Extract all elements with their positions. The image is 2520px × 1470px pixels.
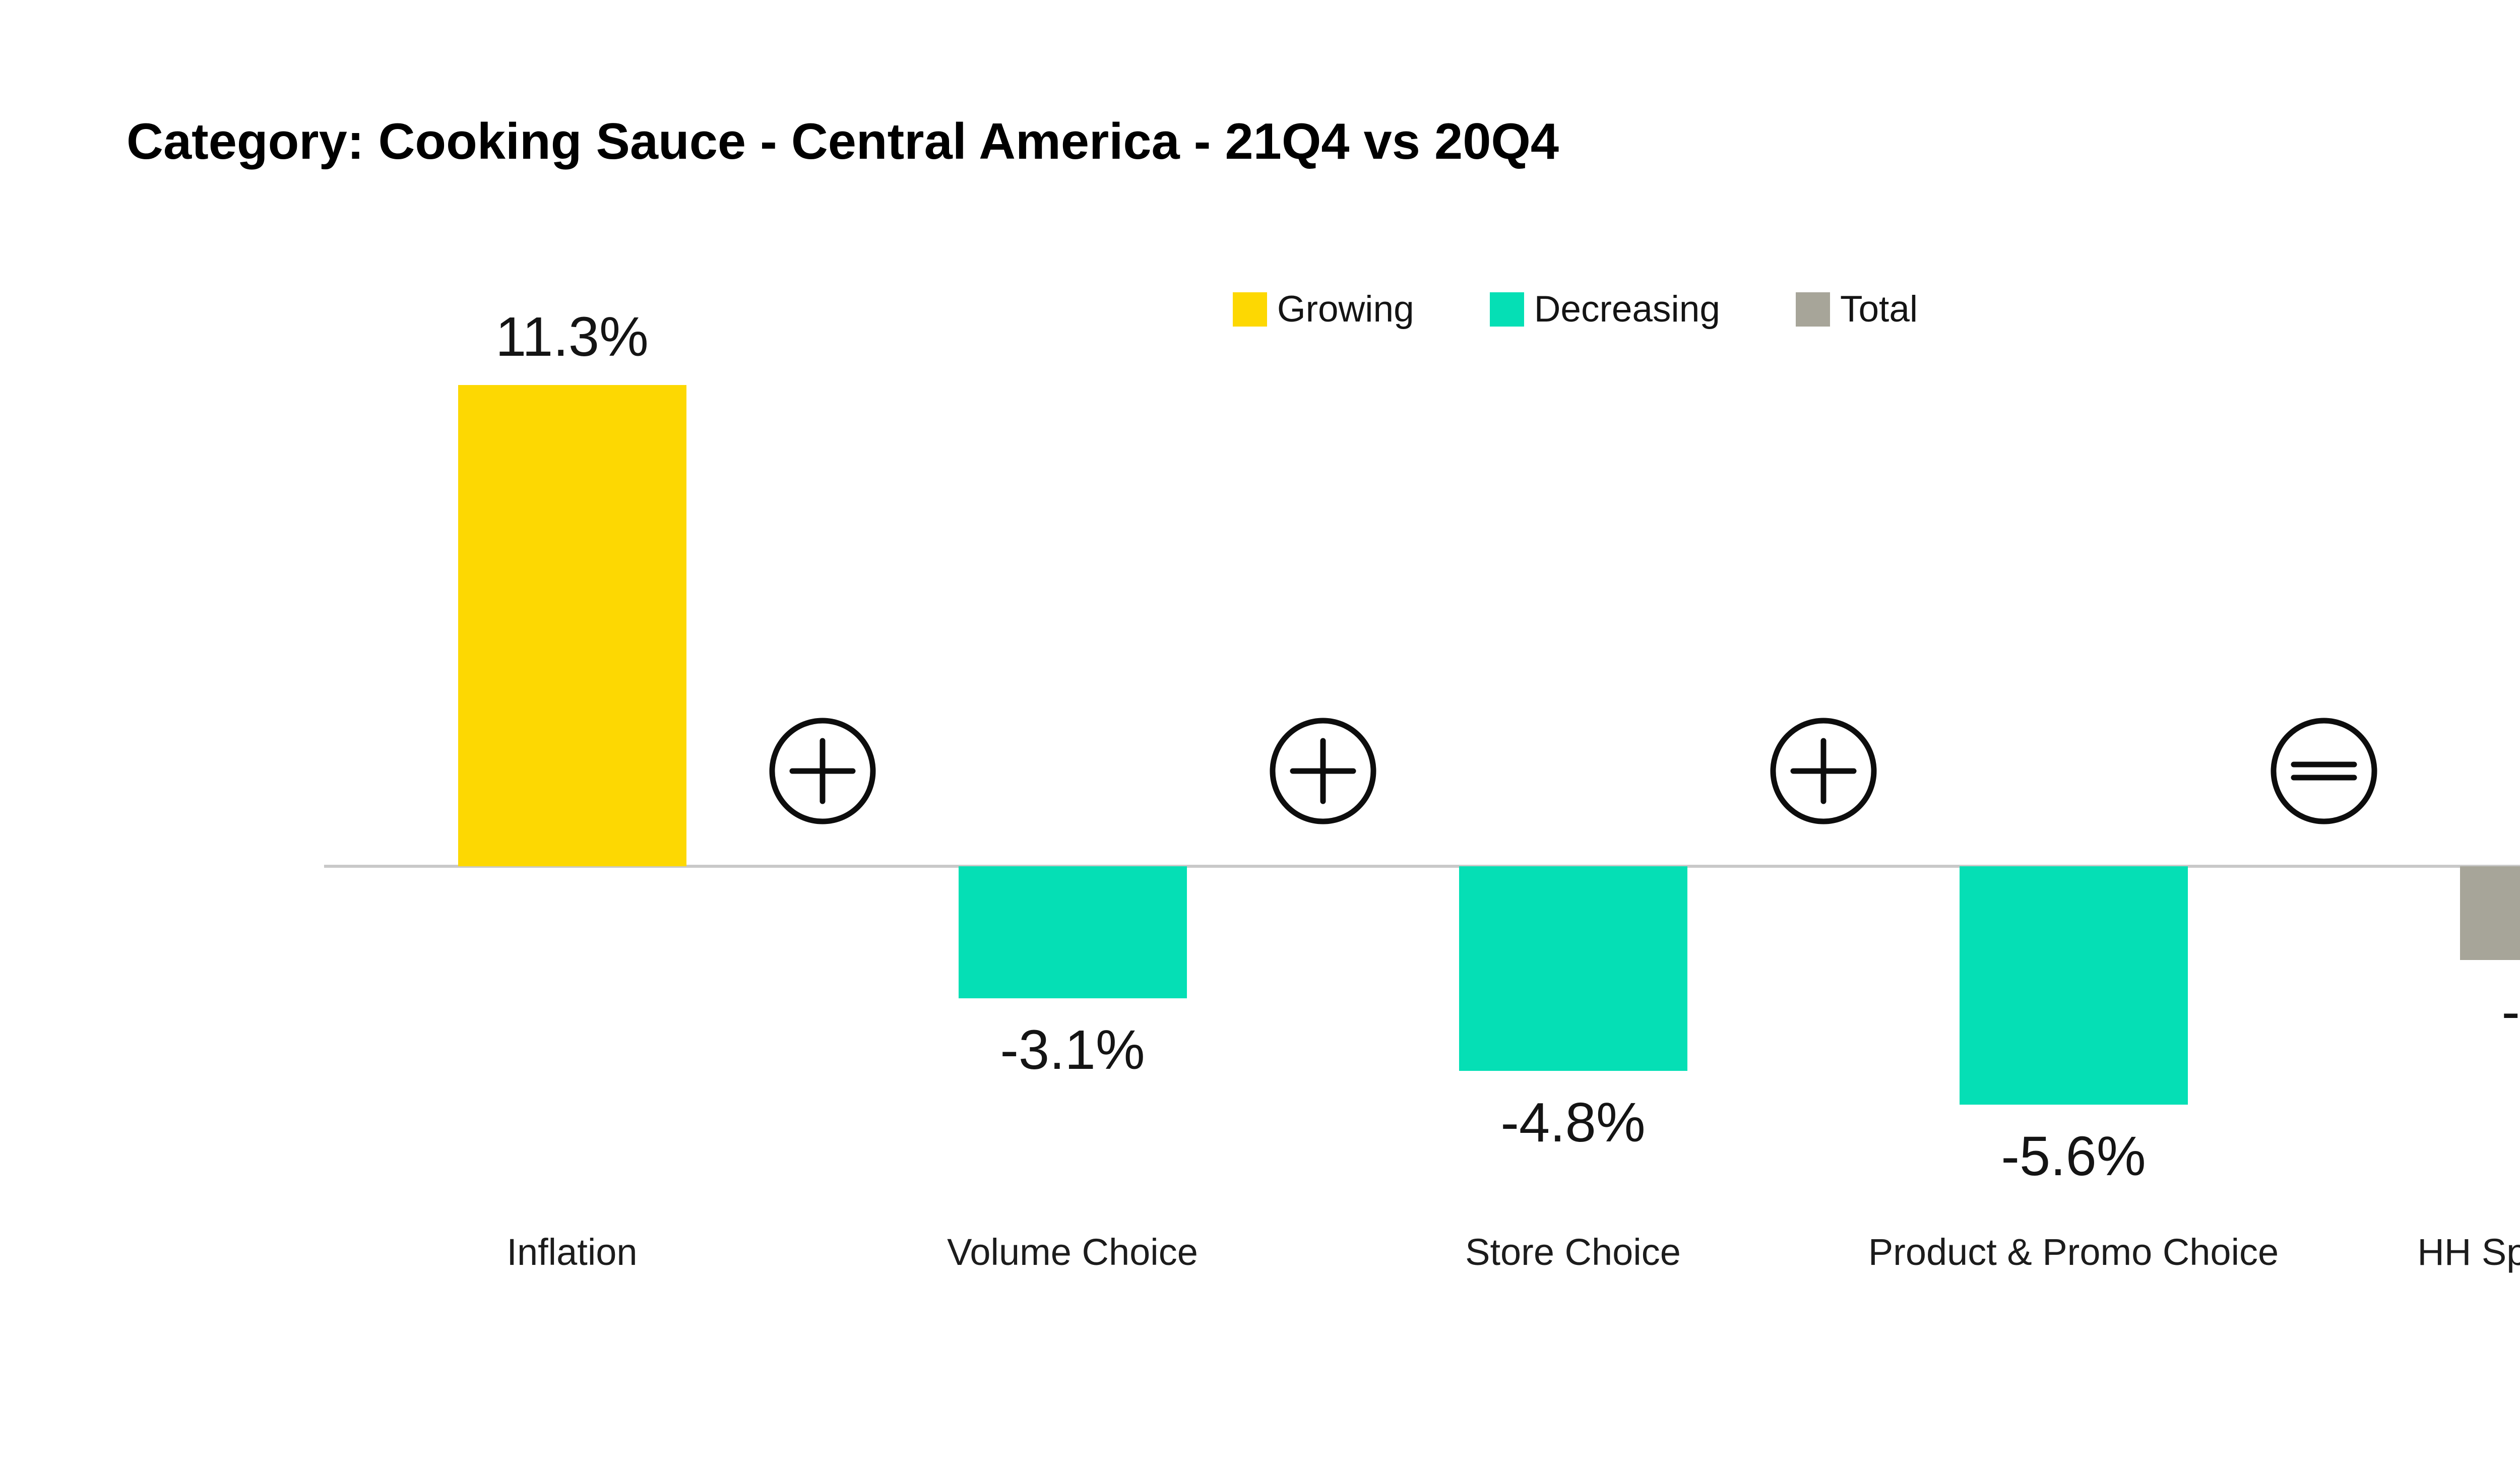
zero-baseline <box>324 865 2520 868</box>
category-label-volume-choice: Volume Choice <box>947 1231 1198 1273</box>
value-label-store-choice: -4.8% <box>1500 1092 1646 1154</box>
category-label-store-choice: Store Choice <box>1465 1231 1681 1273</box>
category-label-hh-spend-change: HH Spend Change <box>2417 1231 2520 1273</box>
legend-label-total: Total <box>1840 289 1918 330</box>
legend-item-growing: Growing <box>1232 288 1414 330</box>
plus-operator-icon-1 <box>769 717 876 825</box>
bar-store-choice <box>1459 866 1687 1071</box>
legend-swatch-growing <box>1232 292 1267 327</box>
value-label-hh-spend-change: -2.2% <box>2501 981 2520 1043</box>
value-label-inflation: 11.3% <box>495 306 649 368</box>
bar-volume-choice <box>958 866 1187 998</box>
bar-inflation <box>458 385 686 866</box>
legend-swatch-decreasing <box>1489 292 1524 327</box>
value-label-volume-choice: -3.1% <box>1000 1019 1145 1081</box>
legend-item-decreasing: Decreasing <box>1489 288 1720 330</box>
category-label-inflation: Inflation <box>507 1231 638 1273</box>
legend-label-decreasing: Decreasing <box>1534 289 1720 330</box>
legend-swatch-total <box>1795 292 1830 327</box>
bar-hh-spend-change <box>2460 866 2520 960</box>
legend-label-growing: Growing <box>1277 289 1414 330</box>
category-label-product-promo-choice: Product & Promo Choice <box>1868 1231 2279 1273</box>
bar-product-promo-choice <box>1959 866 2188 1105</box>
value-label-product-promo-choice: -5.6% <box>2001 1125 2146 1187</box>
legend-item-total: Total <box>1795 288 1918 330</box>
plus-operator-icon-2 <box>1269 717 1377 825</box>
chart-title: Category: Cooking Sauce - Central Americ… <box>127 113 1559 170</box>
equals-operator-icon <box>2270 717 2378 825</box>
legend: Growing Decreasing Total <box>0 288 2520 330</box>
plus-operator-icon-3 <box>1770 717 1877 825</box>
